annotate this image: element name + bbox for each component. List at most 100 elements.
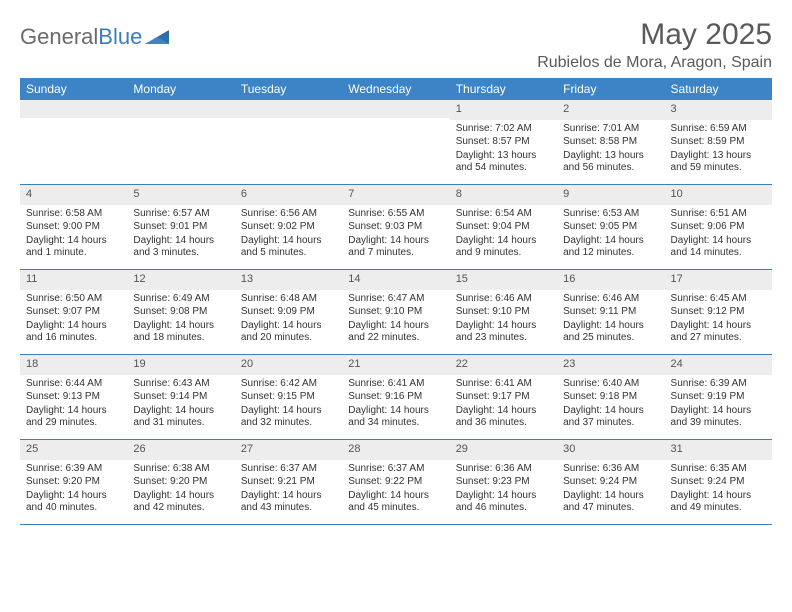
- day-number: 22: [450, 355, 557, 375]
- sunrise-text: Sunrise: 6:51 AM: [671, 208, 768, 221]
- sunset-text: Sunset: 9:10 PM: [348, 306, 445, 319]
- day-cell: 4Sunrise: 6:58 AMSunset: 9:00 PMDaylight…: [20, 185, 127, 269]
- sunset-text: Sunset: 9:08 PM: [133, 306, 230, 319]
- day-number: 31: [665, 440, 772, 460]
- daylight-text: Daylight: 14 hours and 31 minutes.: [133, 405, 230, 430]
- day-details: Sunrise: 6:47 AMSunset: 9:10 PMDaylight:…: [342, 290, 449, 350]
- day-number: 9: [557, 185, 664, 205]
- day-number: 13: [235, 270, 342, 290]
- day-number: 19: [127, 355, 234, 375]
- day-cell: 15Sunrise: 6:46 AMSunset: 9:10 PMDayligh…: [450, 270, 557, 354]
- sunset-text: Sunset: 9:20 PM: [26, 476, 123, 489]
- day-cell: 20Sunrise: 6:42 AMSunset: 9:15 PMDayligh…: [235, 355, 342, 439]
- day-cell: 1Sunrise: 7:02 AMSunset: 8:57 PMDaylight…: [450, 100, 557, 184]
- weekday-header: Tuesday: [235, 78, 342, 100]
- sunset-text: Sunset: 9:03 PM: [348, 221, 445, 234]
- day-number: 3: [665, 100, 772, 120]
- weekday-header: Saturday: [665, 78, 772, 100]
- sunset-text: Sunset: 9:04 PM: [456, 221, 553, 234]
- day-number: [235, 100, 342, 118]
- sunrise-text: Sunrise: 6:47 AM: [348, 293, 445, 306]
- weekday-header-row: Sunday Monday Tuesday Wednesday Thursday…: [20, 78, 772, 100]
- sunrise-text: Sunrise: 6:54 AM: [456, 208, 553, 221]
- title-block: May 2025 Rubielos de Mora, Aragon, Spain: [537, 18, 772, 72]
- day-number: 21: [342, 355, 449, 375]
- day-number: [127, 100, 234, 118]
- day-cell: 12Sunrise: 6:49 AMSunset: 9:08 PMDayligh…: [127, 270, 234, 354]
- page-title: May 2025: [537, 18, 772, 52]
- sunrise-text: Sunrise: 6:46 AM: [563, 293, 660, 306]
- sunset-text: Sunset: 9:07 PM: [26, 306, 123, 319]
- sunset-text: Sunset: 9:18 PM: [563, 391, 660, 404]
- day-cell: 7 Sunrise: 6:55 AMSunset: 9:03 PMDaylight…: [342, 185, 449, 269]
- weekday-header: Sunday: [20, 78, 127, 100]
- day-number: 25: [20, 440, 127, 460]
- day-cell: [127, 100, 234, 184]
- sunrise-text: Sunrise: 6:55 AM: [348, 208, 445, 221]
- day-details: Sunrise: 6:46 AMSunset: 9:10 PMDaylight:…: [450, 290, 557, 350]
- day-details: Sunrise: 6:39 AMSunset: 9:20 PMDaylight:…: [20, 460, 127, 520]
- daylight-text: Daylight: 14 hours and 46 minutes.: [456, 490, 553, 515]
- day-cell: 16Sunrise: 6:46 AMSunset: 9:11 PMDayligh…: [557, 270, 664, 354]
- day-cell: 30Sunrise: 6:36 AMSunset: 9:24 PMDayligh…: [557, 440, 664, 524]
- day-number: 10: [665, 185, 772, 205]
- sunset-text: Sunset: 9:16 PM: [348, 391, 445, 404]
- sunrise-text: Sunrise: 6:58 AM: [26, 208, 123, 221]
- week-row: 11Sunrise: 6:50 AMSunset: 9:07 PMDayligh…: [20, 270, 772, 355]
- day-number: 18: [20, 355, 127, 375]
- day-details: Sunrise: 6:35 AMSunset: 9:24 PMDaylight:…: [665, 460, 772, 520]
- sunrise-text: Sunrise: 6:50 AM: [26, 293, 123, 306]
- day-details: Sunrise: 6:36 AMSunset: 9:23 PMDaylight:…: [450, 460, 557, 520]
- weekday-header: Wednesday: [342, 78, 449, 100]
- daylight-text: Daylight: 14 hours and 20 minutes.: [241, 320, 338, 345]
- day-number: 7: [342, 185, 449, 205]
- day-number: 23: [557, 355, 664, 375]
- day-details: Sunrise: 6:59 AMSunset: 8:59 PMDaylight:…: [665, 120, 772, 180]
- day-cell: 22Sunrise: 6:41 AMSunset: 9:17 PMDayligh…: [450, 355, 557, 439]
- daylight-text: Daylight: 14 hours and 16 minutes.: [26, 320, 123, 345]
- calendar-container: GeneralBlue May 2025 Rubielos de Mora, A…: [0, 0, 792, 525]
- day-details: Sunrise: 6:50 AMSunset: 9:07 PMDaylight:…: [20, 290, 127, 350]
- day-cell: 23Sunrise: 6:40 AMSunset: 9:18 PMDayligh…: [557, 355, 664, 439]
- sunrise-text: Sunrise: 6:49 AM: [133, 293, 230, 306]
- day-details: Sunrise: 6:53 AMSunset: 9:05 PMDaylight:…: [557, 205, 664, 265]
- day-cell: 19Sunrise: 6:43 AMSunset: 9:14 PMDayligh…: [127, 355, 234, 439]
- day-number: 6: [235, 185, 342, 205]
- day-number: 5: [127, 185, 234, 205]
- sunrise-text: Sunrise: 6:53 AM: [563, 208, 660, 221]
- sunrise-text: Sunrise: 6:42 AM: [241, 378, 338, 391]
- sunset-text: Sunset: 9:24 PM: [671, 476, 768, 489]
- week-row: 4Sunrise: 6:58 AMSunset: 9:00 PMDaylight…: [20, 185, 772, 270]
- day-cell: 10Sunrise: 6:51 AMSunset: 9:06 PMDayligh…: [665, 185, 772, 269]
- day-cell: [235, 100, 342, 184]
- weekday-header: Thursday: [450, 78, 557, 100]
- day-details: Sunrise: 6:41 AMSunset: 9:17 PMDaylight:…: [450, 375, 557, 435]
- day-details: Sunrise: 6:45 AMSunset: 9:12 PMDaylight:…: [665, 290, 772, 350]
- sunset-text: Sunset: 9:09 PM: [241, 306, 338, 319]
- sunset-text: Sunset: 9:17 PM: [456, 391, 553, 404]
- day-cell: 3Sunrise: 6:59 AMSunset: 8:59 PMDaylight…: [665, 100, 772, 184]
- daylight-text: Daylight: 14 hours and 18 minutes.: [133, 320, 230, 345]
- day-details: Sunrise: 6:41 AMSunset: 9:16 PMDaylight:…: [342, 375, 449, 435]
- sunset-text: Sunset: 9:06 PM: [671, 221, 768, 234]
- sunset-text: Sunset: 9:23 PM: [456, 476, 553, 489]
- sunrise-text: Sunrise: 6:45 AM: [671, 293, 768, 306]
- day-number: 8: [450, 185, 557, 205]
- daylight-text: Daylight: 14 hours and 3 minutes.: [133, 235, 230, 260]
- daylight-text: Daylight: 14 hours and 47 minutes.: [563, 490, 660, 515]
- day-details: Sunrise: 6:48 AMSunset: 9:09 PMDaylight:…: [235, 290, 342, 350]
- daylight-text: Daylight: 14 hours and 22 minutes.: [348, 320, 445, 345]
- sunrise-text: Sunrise: 6:43 AM: [133, 378, 230, 391]
- daylight-text: Daylight: 14 hours and 34 minutes.: [348, 405, 445, 430]
- sunset-text: Sunset: 9:13 PM: [26, 391, 123, 404]
- daylight-text: Daylight: 14 hours and 27 minutes.: [671, 320, 768, 345]
- daylight-text: Daylight: 13 hours and 59 minutes.: [671, 150, 768, 175]
- sunrise-text: Sunrise: 6:48 AM: [241, 293, 338, 306]
- calendar: Sunday Monday Tuesday Wednesday Thursday…: [20, 78, 772, 525]
- logo: GeneralBlue: [20, 18, 171, 50]
- daylight-text: Daylight: 14 hours and 7 minutes.: [348, 235, 445, 260]
- day-cell: [342, 100, 449, 184]
- sunrise-text: Sunrise: 6:39 AM: [671, 378, 768, 391]
- sunset-text: Sunset: 8:57 PM: [456, 136, 553, 149]
- day-number: 29: [450, 440, 557, 460]
